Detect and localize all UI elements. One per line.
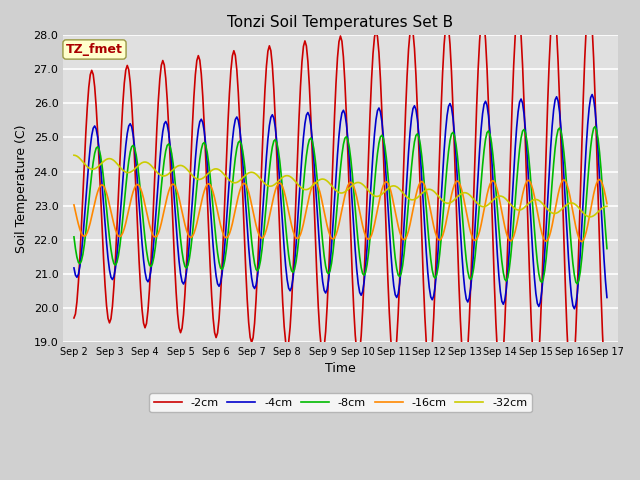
Line: -16cm: -16cm bbox=[74, 180, 607, 242]
-8cm bbox=[591, 124, 599, 130]
Line: -2cm: -2cm bbox=[74, 2, 607, 392]
-4cm bbox=[588, 92, 596, 97]
-16cm bbox=[170, 181, 177, 187]
-8cm bbox=[538, 279, 546, 285]
-16cm bbox=[596, 177, 604, 182]
Y-axis label: Soil Temperature (C): Soil Temperature (C) bbox=[15, 124, 28, 253]
-16cm bbox=[374, 207, 381, 213]
-2cm bbox=[170, 228, 177, 234]
-8cm bbox=[392, 255, 399, 261]
Line: -4cm: -4cm bbox=[74, 95, 607, 309]
-32cm bbox=[538, 200, 546, 205]
-2cm bbox=[538, 286, 546, 292]
-16cm bbox=[603, 201, 611, 206]
-32cm bbox=[85, 165, 93, 171]
-8cm bbox=[603, 246, 611, 252]
-4cm bbox=[603, 295, 611, 300]
-2cm bbox=[403, 73, 411, 79]
-8cm bbox=[573, 281, 581, 287]
-32cm bbox=[403, 194, 411, 200]
-8cm bbox=[70, 234, 78, 240]
-8cm bbox=[403, 218, 411, 224]
-8cm bbox=[374, 151, 381, 156]
-32cm bbox=[170, 167, 177, 172]
-4cm bbox=[374, 108, 381, 114]
-32cm bbox=[70, 152, 78, 158]
-8cm bbox=[85, 200, 93, 206]
-4cm bbox=[570, 306, 578, 312]
-32cm bbox=[587, 214, 595, 220]
-16cm bbox=[70, 202, 78, 208]
-16cm bbox=[578, 239, 586, 245]
-4cm bbox=[392, 292, 399, 298]
-2cm bbox=[85, 84, 93, 90]
Line: -32cm: -32cm bbox=[74, 155, 607, 217]
-2cm bbox=[374, 34, 381, 39]
-4cm bbox=[170, 180, 177, 186]
-16cm bbox=[85, 226, 93, 231]
-32cm bbox=[374, 193, 381, 199]
Title: Tonzi Soil Temperatures Set B: Tonzi Soil Temperatures Set B bbox=[227, 15, 454, 30]
Text: TZ_fmet: TZ_fmet bbox=[66, 43, 123, 56]
-2cm bbox=[70, 315, 78, 321]
-32cm bbox=[392, 183, 399, 189]
-16cm bbox=[392, 209, 399, 215]
Line: -8cm: -8cm bbox=[74, 127, 607, 284]
-4cm bbox=[538, 288, 546, 294]
-2cm bbox=[603, 389, 611, 395]
Legend: -2cm, -4cm, -8cm, -16cm, -32cm: -2cm, -4cm, -8cm, -16cm, -32cm bbox=[149, 393, 532, 412]
-2cm bbox=[586, 0, 593, 5]
X-axis label: Time: Time bbox=[325, 362, 356, 375]
-8cm bbox=[170, 161, 177, 167]
-32cm bbox=[603, 204, 611, 209]
-16cm bbox=[403, 233, 411, 239]
-4cm bbox=[85, 160, 93, 166]
-2cm bbox=[392, 354, 399, 360]
-4cm bbox=[70, 265, 78, 271]
-16cm bbox=[538, 230, 546, 236]
-4cm bbox=[403, 172, 411, 178]
